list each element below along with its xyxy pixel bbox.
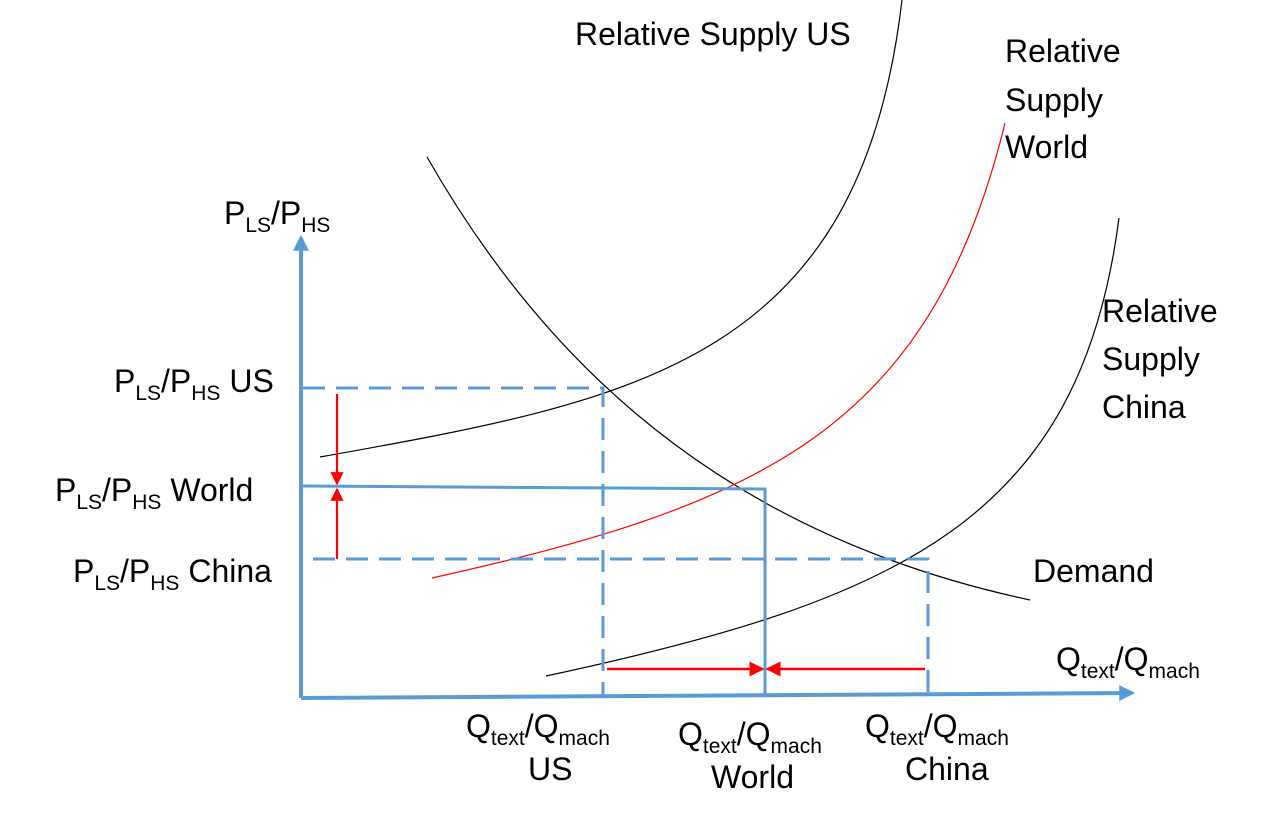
price-label-world: PLS/PHS World: [55, 472, 253, 514]
price-label-china: PLS/PHS China: [73, 553, 272, 595]
y-axis-label: PLS/PHS: [224, 195, 330, 237]
x-axis-label: Qtext/Qmach: [1056, 641, 1200, 683]
supply-world-curve: [431, 122, 1006, 579]
china-guide-line: [313, 557, 930, 692]
supply-china-curve: [545, 217, 1120, 677]
quantity-label-china: Qtext/Qmach China: [865, 708, 1009, 787]
demand-curve: [426, 156, 1031, 601]
svg-text:Qtext/Qmach: Qtext/Qmach: [865, 708, 1009, 750]
us-guide-line: [303, 386, 605, 695]
quantity-label-world: Qtext/Qmach World: [678, 716, 822, 795]
svg-text:Qtext/Qmach: Qtext/Qmach: [466, 708, 610, 750]
svg-text:Qtext/Qmach: Qtext/Qmach: [678, 716, 822, 758]
svg-text:China: China: [905, 751, 989, 787]
demand-label: Demand: [1033, 553, 1154, 589]
x-axis: [300, 685, 1136, 702]
quantity-label-us: Qtext/Qmach US: [466, 708, 610, 787]
supply-us-label: Relative Supply US: [575, 16, 851, 52]
supply-world-label: Relative Supply World: [1005, 33, 1130, 165]
svg-text:US: US: [528, 751, 572, 787]
world-guide-line: [302, 484, 767, 697]
supply-us-curve: [319, 0, 903, 458]
svg-text:World: World: [711, 759, 794, 795]
price-label-us: PLS/PHS US: [114, 363, 274, 405]
supply-china-label: Relative Supply China: [1102, 293, 1227, 425]
